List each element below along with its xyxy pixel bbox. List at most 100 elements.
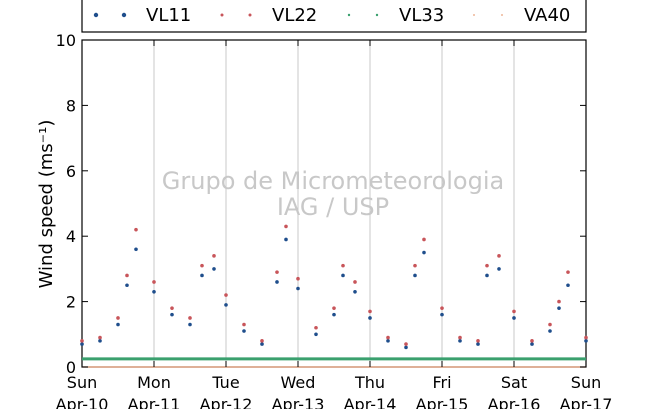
x-tick-date-label: Apr-13 <box>272 395 325 409</box>
data-point <box>353 289 357 294</box>
data-point <box>332 306 336 310</box>
data-point <box>422 250 426 255</box>
data-point <box>548 329 552 333</box>
x-tick-date-label: Apr-15 <box>416 395 469 409</box>
data-point <box>512 316 516 320</box>
data-point <box>200 263 204 268</box>
data-point <box>368 309 372 314</box>
data-point <box>584 335 588 340</box>
data-point <box>458 339 462 343</box>
y-tick-label: 4 <box>66 227 76 246</box>
series-vl11 <box>80 237 588 350</box>
x-tick-day-label: Thu <box>354 373 385 392</box>
legend-marker <box>220 13 224 17</box>
x-tick-date-label: Apr-17 <box>560 395 613 409</box>
data-point <box>548 322 552 327</box>
legend-marker <box>375 13 379 17</box>
data-point <box>353 280 357 284</box>
legend-marker <box>93 12 99 18</box>
data-point <box>314 332 318 337</box>
data-point <box>170 306 174 310</box>
data-point <box>497 254 501 258</box>
x-tick-day-label: Wed <box>281 373 316 392</box>
legend-marker <box>347 13 351 17</box>
data-point <box>341 273 345 278</box>
data-point <box>458 335 462 340</box>
legend-label: VL11 <box>146 5 191 26</box>
data-point <box>80 342 84 346</box>
x-tick-date-label: Apr-11 <box>128 395 181 409</box>
watermark-line-2: IAG / USP <box>277 193 389 221</box>
data-point <box>125 283 129 288</box>
data-point <box>314 325 318 330</box>
data-point <box>116 316 120 320</box>
data-point <box>440 312 444 317</box>
legend-frame <box>81 0 587 33</box>
legend-marker <box>248 13 252 17</box>
data-point <box>170 312 174 317</box>
data-point <box>476 339 480 343</box>
data-point <box>188 316 192 320</box>
data-point <box>422 237 426 242</box>
y-tick-label: 10 <box>56 31 76 50</box>
x-axis-ticks: Sun Apr-10 Mon Apr-11 Tue Apr-12 Wed Apr-13 Thu A… <box>56 40 613 409</box>
data-point <box>212 254 216 258</box>
data-point <box>275 270 279 274</box>
y-axis-ticks: 0 2 4 6 8 10 <box>56 31 586 377</box>
x-tick-date-label: Apr-16 <box>488 395 541 409</box>
data-point <box>485 263 489 268</box>
data-point <box>80 339 84 343</box>
x-tick-date-label: Apr-12 <box>200 395 253 409</box>
data-point <box>98 335 102 340</box>
data-point <box>497 267 501 271</box>
data-point <box>284 237 288 242</box>
data-point <box>152 280 156 284</box>
data-point <box>530 339 534 343</box>
data-point <box>296 276 300 281</box>
data-point <box>386 335 390 340</box>
data-point <box>242 329 246 333</box>
data-point <box>413 273 417 278</box>
data-point <box>296 286 300 291</box>
vertical-gridlines <box>153 40 515 367</box>
data-point <box>404 342 408 346</box>
data-point <box>134 247 138 252</box>
x-tick-date-label: Apr-14 <box>344 395 397 409</box>
legend-marker <box>473 14 475 16</box>
x-tick-day-label: Sun <box>571 373 601 392</box>
plot-area <box>81 39 587 368</box>
data-point <box>188 322 192 327</box>
x-tick-day-label: Tue <box>211 373 239 392</box>
y-tick-label: 8 <box>66 96 76 115</box>
data-point <box>275 280 279 284</box>
legend-label: VL22 <box>272 5 317 26</box>
data-point <box>116 322 120 327</box>
data-point <box>485 273 489 278</box>
legend-marker <box>121 12 127 18</box>
data-point <box>242 322 246 327</box>
data-point <box>566 283 570 288</box>
data-point <box>341 263 345 268</box>
x-tick-day-label: Sun <box>67 373 97 392</box>
x-tick-day-label: Sat <box>501 373 527 392</box>
data-point <box>260 342 264 346</box>
data-point <box>98 339 102 343</box>
data-point <box>368 316 372 320</box>
data-point <box>125 273 129 278</box>
x-tick-day-label: Mon <box>137 373 171 392</box>
series-points <box>80 224 588 368</box>
data-point <box>284 224 288 229</box>
legend-label: VA40 <box>524 5 570 26</box>
legend: VL11 VL22 VL33 VA40 <box>81 0 587 33</box>
y-tick-label: 6 <box>66 162 76 181</box>
y-tick-label: 0 <box>66 358 76 377</box>
data-point <box>386 339 390 343</box>
data-point <box>404 345 408 350</box>
data-point <box>413 263 417 268</box>
data-point <box>224 303 228 307</box>
data-point <box>332 312 336 317</box>
data-point <box>134 227 138 232</box>
data-point <box>476 342 480 346</box>
data-point <box>440 306 444 310</box>
